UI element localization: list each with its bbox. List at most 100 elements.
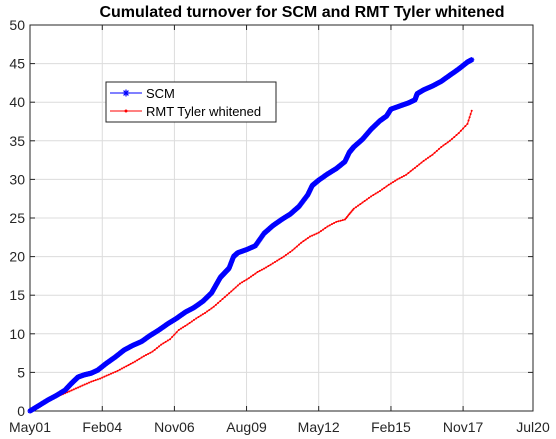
- rmt-point: [169, 338, 172, 341]
- rmt-point: [466, 122, 469, 125]
- chart-title: Cumulated turnover for SCM and RMT Tyler…: [99, 4, 504, 21]
- rmt-point: [302, 240, 305, 243]
- x-tick-label: Feb15: [371, 419, 411, 435]
- rmt-point: [462, 127, 465, 130]
- rmt-point: [77, 386, 80, 389]
- rmt-point: [103, 375, 106, 378]
- rmt-point: [385, 185, 388, 188]
- rmt-point: [79, 385, 82, 388]
- rmt-point: [392, 181, 395, 184]
- rmt-point: [249, 275, 252, 278]
- rmt-point: [282, 255, 285, 258]
- rmt-point: [204, 311, 207, 314]
- marker-stroke: [469, 57, 474, 62]
- rmt-point: [162, 342, 165, 345]
- rmt-point: [446, 141, 449, 144]
- rmt-point: [245, 278, 248, 281]
- rmt-point: [337, 220, 340, 223]
- rmt-point: [357, 204, 360, 207]
- rmt-point: [322, 228, 325, 231]
- rmt-point: [287, 252, 290, 255]
- rmt-point: [291, 249, 294, 252]
- rmt-point: [280, 256, 283, 259]
- rmt-point: [311, 234, 314, 237]
- rmt-point: [188, 321, 191, 324]
- rmt-point: [175, 331, 178, 334]
- rmt-point: [179, 327, 182, 330]
- rmt-point: [182, 326, 185, 329]
- rmt-point: [214, 303, 217, 306]
- rmt-point: [263, 267, 266, 270]
- rmt-point: [313, 233, 316, 236]
- rmt-point: [83, 383, 86, 386]
- rmt-point: [109, 372, 112, 375]
- rmt-point: [413, 166, 416, 169]
- x-tick-label: Aug09: [226, 419, 267, 435]
- rmt-point: [136, 359, 139, 362]
- rmt-point: [448, 139, 451, 142]
- y-tick-label: 0: [17, 403, 25, 419]
- rmt-point: [300, 241, 303, 244]
- rmt-point: [129, 362, 132, 365]
- rmt-point: [438, 147, 441, 150]
- rmt-point: [271, 262, 274, 265]
- rmt-point: [457, 132, 460, 135]
- rmt-point: [387, 183, 390, 186]
- y-tick-label: 30: [9, 171, 25, 187]
- rmt-point: [125, 365, 128, 368]
- rmt-point: [347, 214, 350, 217]
- rmt-point: [363, 200, 366, 203]
- rmt-point: [389, 182, 392, 185]
- rmt-point: [278, 258, 281, 261]
- rmt-point: [88, 381, 91, 384]
- rmt-point: [467, 119, 470, 122]
- axis-ticks: [29, 24, 534, 412]
- rmt-point: [398, 177, 401, 180]
- rmt-point: [153, 348, 156, 351]
- x-axis-tick-labels: May01 Feb04 Nov06 Aug09 May12 Feb15 Nov17 Jul20: [9, 419, 550, 435]
- rmt-point: [464, 125, 467, 128]
- rmt-point: [343, 218, 346, 221]
- rmt-point: [234, 286, 237, 289]
- rmt-point: [383, 186, 386, 189]
- rmt-point: [433, 151, 436, 154]
- rmt-point: [85, 382, 88, 385]
- rmt-point: [469, 112, 472, 115]
- rmt-point: [112, 371, 115, 374]
- rmt-point: [352, 207, 355, 210]
- rmt-point: [193, 318, 196, 321]
- rmt-point: [247, 277, 250, 280]
- rmt-point: [236, 284, 239, 287]
- rmt-point: [359, 203, 362, 206]
- rmt-point: [123, 366, 126, 369]
- x-tick-label: Nov17: [443, 419, 484, 435]
- rmt-point: [402, 174, 405, 177]
- rmt-point: [99, 377, 102, 380]
- rmt-point: [409, 170, 412, 173]
- legend-swatch-marker: [124, 109, 128, 113]
- rmt-point: [238, 282, 241, 285]
- rmt-point: [252, 274, 255, 277]
- rmt-point: [258, 269, 261, 272]
- y-tick-label: 25: [9, 210, 25, 226]
- rmt-point: [354, 206, 357, 209]
- rmt-point: [349, 211, 352, 214]
- x-tick-label: May12: [298, 419, 340, 435]
- rmt-point: [295, 245, 298, 248]
- rmt-point: [241, 281, 244, 284]
- rmt-point: [370, 195, 373, 198]
- rmt-point: [470, 109, 473, 112]
- rmt-point: [74, 387, 77, 390]
- rmt-point: [90, 380, 93, 383]
- rmt-point: [232, 288, 235, 291]
- x-tick-label: Nov06: [154, 419, 195, 435]
- rmt-point: [455, 134, 458, 137]
- rmt-point: [422, 159, 425, 162]
- rmt-point: [378, 189, 381, 192]
- legend-item-scm: SCM: [110, 86, 175, 101]
- rmt-point: [101, 376, 104, 379]
- rmt-point: [435, 149, 438, 152]
- rmt-point: [228, 292, 231, 295]
- rmt-point: [81, 384, 84, 387]
- legend-label: SCM: [146, 86, 175, 101]
